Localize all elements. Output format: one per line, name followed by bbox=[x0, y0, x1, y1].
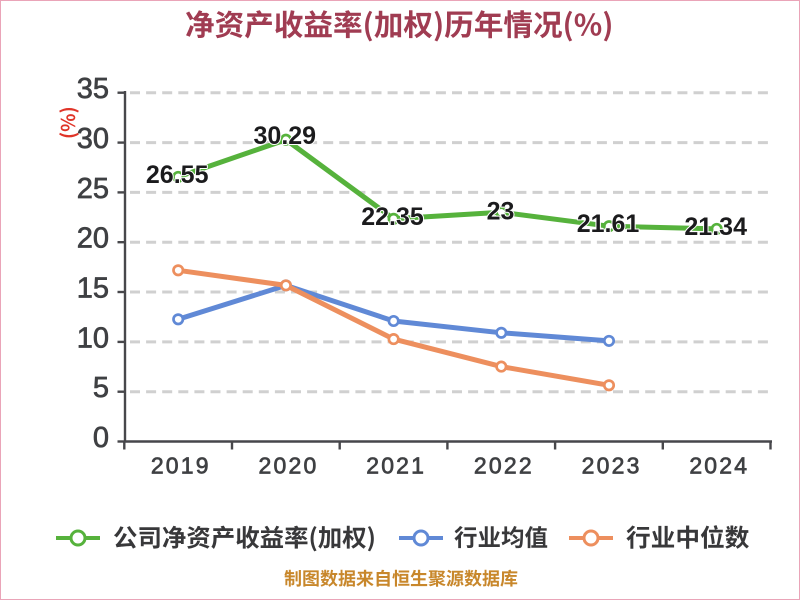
svg-text:10: 10 bbox=[77, 322, 109, 354]
svg-text:2023: 2023 bbox=[582, 453, 642, 479]
svg-text:2019: 2019 bbox=[151, 453, 211, 479]
svg-text:5: 5 bbox=[93, 372, 109, 404]
svg-text:15: 15 bbox=[77, 273, 109, 305]
svg-text:26.55: 26.55 bbox=[146, 161, 209, 189]
svg-text:21.34: 21.34 bbox=[684, 213, 747, 241]
svg-text:0: 0 bbox=[93, 422, 109, 454]
svg-text:30: 30 bbox=[77, 123, 109, 155]
svg-text:2021: 2021 bbox=[366, 453, 426, 479]
svg-text:25: 25 bbox=[77, 173, 109, 205]
svg-text:35: 35 bbox=[77, 73, 109, 105]
svg-text:2020: 2020 bbox=[259, 453, 319, 479]
svg-text:20: 20 bbox=[77, 223, 109, 255]
svg-text:2024: 2024 bbox=[689, 453, 749, 479]
svg-text:30.29: 30.29 bbox=[254, 122, 317, 150]
svg-text:2022: 2022 bbox=[474, 453, 534, 479]
svg-text:21.61: 21.61 bbox=[577, 210, 640, 238]
svg-text:23: 23 bbox=[487, 198, 515, 226]
svg-text:22.35: 22.35 bbox=[361, 203, 424, 231]
